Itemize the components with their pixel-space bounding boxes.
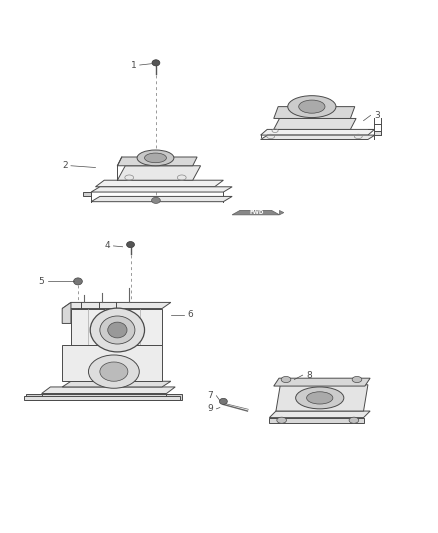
Ellipse shape bbox=[100, 316, 135, 344]
Polygon shape bbox=[91, 187, 232, 192]
Polygon shape bbox=[279, 211, 284, 215]
Polygon shape bbox=[274, 107, 355, 118]
Polygon shape bbox=[83, 192, 91, 197]
Ellipse shape bbox=[90, 308, 145, 352]
Text: 4: 4 bbox=[105, 241, 110, 251]
Polygon shape bbox=[269, 411, 370, 418]
Polygon shape bbox=[274, 378, 370, 386]
Text: 8: 8 bbox=[306, 370, 312, 379]
Ellipse shape bbox=[145, 153, 166, 163]
Polygon shape bbox=[26, 393, 42, 400]
Polygon shape bbox=[62, 381, 171, 387]
Ellipse shape bbox=[100, 362, 128, 381]
Polygon shape bbox=[232, 211, 279, 215]
Ellipse shape bbox=[352, 376, 362, 383]
Ellipse shape bbox=[281, 376, 291, 383]
Ellipse shape bbox=[74, 278, 82, 285]
Polygon shape bbox=[117, 157, 197, 166]
Polygon shape bbox=[95, 180, 223, 187]
Polygon shape bbox=[261, 130, 374, 135]
Polygon shape bbox=[269, 418, 364, 423]
Polygon shape bbox=[62, 302, 171, 309]
Text: 1: 1 bbox=[131, 61, 137, 69]
Ellipse shape bbox=[152, 60, 160, 66]
Polygon shape bbox=[71, 309, 162, 345]
Text: 6: 6 bbox=[187, 310, 194, 319]
Ellipse shape bbox=[288, 96, 336, 118]
Polygon shape bbox=[42, 393, 166, 400]
Ellipse shape bbox=[108, 322, 127, 338]
Polygon shape bbox=[261, 135, 375, 140]
Text: 3: 3 bbox=[374, 111, 380, 120]
Ellipse shape bbox=[219, 398, 227, 405]
Polygon shape bbox=[276, 385, 368, 411]
Text: FWD: FWD bbox=[249, 210, 263, 215]
Text: 5: 5 bbox=[39, 277, 45, 286]
Ellipse shape bbox=[88, 355, 139, 388]
Ellipse shape bbox=[299, 100, 325, 113]
Polygon shape bbox=[117, 166, 201, 180]
Text: 2: 2 bbox=[62, 161, 67, 170]
Ellipse shape bbox=[277, 417, 286, 423]
Ellipse shape bbox=[137, 150, 174, 166]
Polygon shape bbox=[62, 302, 71, 324]
Polygon shape bbox=[62, 345, 162, 381]
Text: 9: 9 bbox=[207, 405, 213, 414]
Polygon shape bbox=[166, 393, 182, 400]
Polygon shape bbox=[91, 197, 232, 201]
Ellipse shape bbox=[127, 241, 134, 248]
Polygon shape bbox=[24, 395, 180, 400]
Polygon shape bbox=[42, 387, 175, 393]
Ellipse shape bbox=[307, 392, 333, 404]
Ellipse shape bbox=[349, 417, 359, 423]
Ellipse shape bbox=[296, 387, 344, 409]
Polygon shape bbox=[274, 118, 356, 130]
Polygon shape bbox=[374, 131, 381, 135]
Ellipse shape bbox=[152, 197, 160, 204]
Text: 7: 7 bbox=[207, 391, 213, 400]
